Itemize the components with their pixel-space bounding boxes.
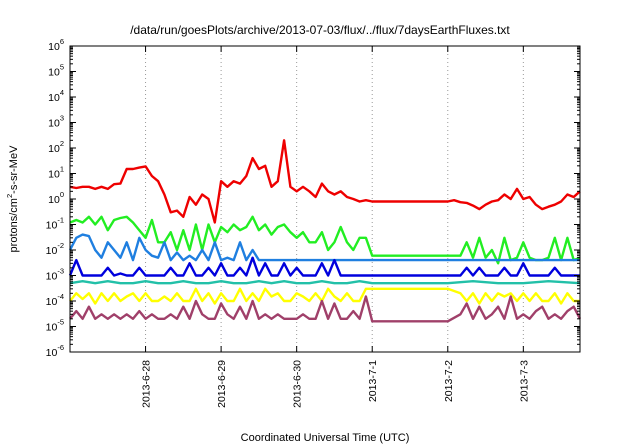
y-tick-base: 10: [46, 347, 58, 359]
y-tick-label: 10-6: [46, 343, 64, 359]
y-tick-base: 10: [48, 92, 60, 104]
series-line-4: [68, 256, 580, 277]
y-tick-base: 10: [46, 245, 58, 257]
series-line-6: [69, 287, 580, 305]
y-tick-exponent: -3: [57, 267, 64, 276]
y-tick-label: 103: [48, 114, 64, 130]
x-tick-label: 2013-6-29: [216, 360, 228, 408]
y-tick-base: 10: [48, 67, 60, 79]
x-axis-label: Coordinated Universal Time (UTC): [241, 432, 410, 444]
y-tick-base: 10: [46, 322, 58, 334]
y-tick-exponent: -4: [57, 292, 64, 301]
y-tick-label: 10-3: [46, 267, 64, 283]
x-tick-label: 2013-7-3: [518, 360, 530, 402]
y-tick-label: 100: [48, 190, 64, 206]
y-tick-exponent: 5: [60, 63, 64, 72]
y-tick-base: 10: [48, 194, 60, 206]
y-tick-labels: 10-610-510-410-310-210-11001011021031041…: [46, 37, 64, 359]
y-tick-label: 102: [48, 139, 64, 155]
chart-title: /data/run/goesPlots/archive/2013-07-03/f…: [130, 23, 510, 37]
series-lines: [68, 139, 582, 323]
y-tick-exponent: -5: [57, 318, 64, 327]
y-axis-label-post: -s-sr-MeV: [8, 145, 20, 194]
y-tick-exponent: -2: [57, 241, 64, 250]
x-tick-label: 2013-7-1: [367, 360, 379, 402]
y-tick-label: 10-4: [46, 292, 64, 308]
y-axis-label-sup: 2: [5, 194, 14, 198]
y-tick-base: 10: [46, 220, 58, 232]
y-tick-base: 10: [48, 118, 60, 130]
y-tick-exponent: -1: [57, 216, 64, 225]
x-tick-label: 2013-6-28: [141, 360, 153, 408]
y-tick-label: 106: [48, 37, 64, 53]
x-tick-label: 2013-6-30: [292, 360, 304, 408]
plot-frame: [69, 45, 581, 353]
y-tick-exponent: 2: [60, 139, 64, 148]
y-tick-base: 10: [48, 169, 60, 181]
y-axis-label-pre: protons/cm: [8, 198, 20, 252]
y-tick-label: 105: [48, 63, 64, 79]
series-line-7: [69, 295, 582, 323]
y-tick-exponent: 1: [60, 165, 64, 174]
x-tick-labels: 2013-6-28 2013-6-29 2013-6-30 2013-7-1 2013-…: [141, 360, 531, 408]
series-line-5: [69, 280, 581, 285]
y-tick-base: 10: [46, 271, 58, 283]
y-tick-label: 101: [48, 165, 64, 181]
y-tick-exponent: 3: [60, 114, 64, 123]
y-tick-base: 10: [48, 41, 60, 53]
y-tick-base: 10: [46, 296, 58, 308]
x-tick-label: 2013-7-2: [443, 360, 455, 402]
y-tick-exponent: -6: [57, 343, 64, 352]
y-tick-exponent: 6: [60, 37, 64, 46]
y-tick-label: 10-2: [46, 241, 64, 257]
y-tick-label: 104: [48, 88, 64, 104]
y-tick-exponent: 0: [60, 190, 64, 199]
y-tick-label: 10-1: [46, 216, 64, 232]
y-tick-base: 10: [48, 143, 60, 155]
series-line-1: [69, 139, 581, 224]
series-line-3: [68, 233, 580, 262]
axis-ticks: [70, 45, 580, 353]
series-line-2: [69, 215, 581, 265]
y-tick-label: 10-5: [46, 318, 64, 334]
y-axis-label: protons/cm2-s-sr-MeV: [5, 145, 20, 253]
y-tick-exponent: 4: [60, 88, 64, 97]
